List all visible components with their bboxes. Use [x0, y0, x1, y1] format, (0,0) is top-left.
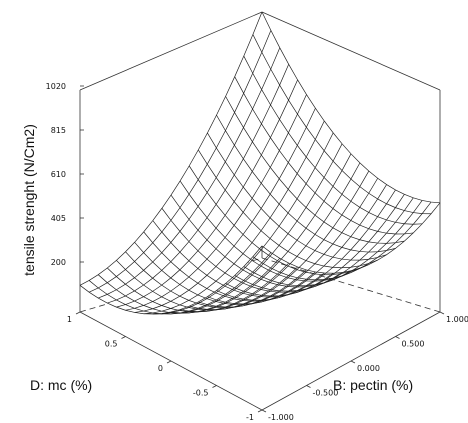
x-tick-label: -1: [246, 413, 254, 422]
mesh-line-pectin: [143, 120, 325, 315]
x-tick-label: -0.5: [193, 389, 209, 398]
y-axis-label: B: pectin (%): [333, 377, 413, 393]
mesh-line-pectin: [98, 47, 281, 299]
mesh-line-pectin: [152, 132, 334, 315]
floor-back-right-edge: [261, 257, 441, 313]
z-tick-label: 405: [51, 214, 66, 223]
top-left-edge: [79, 11, 263, 91]
x-tick-mark: [212, 385, 217, 388]
z-axis-label: tensile strenght (N/Cm2): [21, 124, 37, 276]
x-tick-label: 0.5: [105, 340, 118, 349]
mesh-line-pectin: [261, 202, 441, 274]
z-tick-label: 610: [51, 170, 66, 179]
mesh-line-pectin: [107, 64, 290, 304]
y-tick-mark: [261, 409, 267, 413]
mesh-line-pectin: [252, 201, 432, 281]
top-right-edge: [261, 11, 441, 91]
y-tick-mark: [395, 336, 400, 339]
mesh-line-pectin: [79, 11, 263, 286]
mesh-line-pectin: [180, 162, 361, 312]
mesh-line-pectin: [216, 189, 396, 301]
mesh-line-pectin: [125, 94, 307, 311]
mesh-line-pectin: [134, 108, 316, 313]
mesh-line-pectin: [243, 200, 423, 287]
y-tick-label: -0.500: [313, 389, 339, 398]
mesh-line-pectin: [225, 194, 405, 297]
z-tick-label: 815: [51, 126, 66, 135]
y-tick-mark: [439, 311, 445, 315]
x-tick-label: 1: [67, 315, 72, 324]
surface-fill: [80, 12, 440, 315]
y-tick-label: 1.000: [446, 315, 468, 324]
mesh-line-pectin: [88, 30, 272, 293]
z-tick-label: 1020: [46, 82, 66, 91]
mesh-line-pectin: [198, 178, 379, 308]
y-tick-label: 0.000: [357, 364, 380, 373]
y-tick-label: 0.500: [402, 340, 425, 349]
tick-layer: 200 405 610 815 1020 1 0.5 0 -0.5 -1 1.000 0.500 0.0…: [46, 82, 468, 422]
x-axis-label: D: mc (%): [30, 377, 92, 393]
mesh-line-pectin: [116, 79, 298, 308]
x-tick-mark: [75, 311, 81, 315]
y-tick-label: -1.000: [268, 413, 294, 422]
x-tick-mark: [166, 360, 172, 364]
surface-mesh: [79, 11, 441, 315]
z-tick-label: 200: [51, 258, 66, 267]
mesh-line-pectin: [207, 184, 387, 305]
y-tick-mark: [306, 385, 311, 388]
x-tick-label: 0: [158, 364, 163, 373]
x-tick-mark: [121, 336, 126, 339]
x-tick-mark: [257, 409, 263, 413]
mesh-line-pectin: [189, 170, 370, 310]
y-tick-mark: [350, 360, 356, 364]
